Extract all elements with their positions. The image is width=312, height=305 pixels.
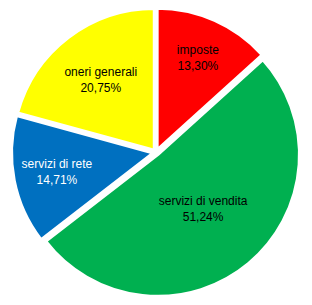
svg-text:servizi di rete14,71%: servizi di rete14,71% — [22, 157, 93, 187]
svg-text:imposte13,30%: imposte13,30% — [177, 43, 219, 73]
svg-text:oneri generali20,75%: oneri generali20,75% — [64, 65, 137, 95]
svg-text:servizi di vendita51,24%: servizi di vendita51,24% — [159, 194, 248, 224]
